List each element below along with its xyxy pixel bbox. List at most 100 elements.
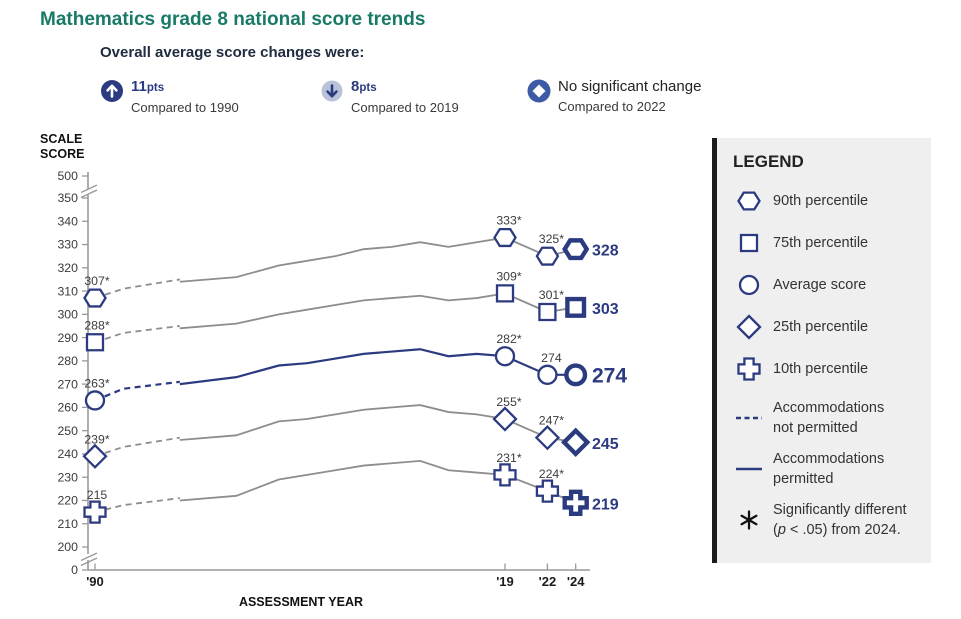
point-label: 333* [496, 214, 522, 228]
score-change-indicator: No significant change Compared to 2022 [527, 78, 701, 114]
legend-item-label: Significantly different (p < .05) from 20… [773, 502, 907, 538]
dashed-line-icon [736, 416, 762, 420]
y-tick-label: 340 [57, 214, 78, 228]
square-marker-icon [739, 233, 759, 253]
marker-diamond [82, 443, 108, 469]
diamond-marker-icon [736, 314, 762, 340]
series-solid-line [179, 292, 576, 330]
x-tick-label: '24 [567, 574, 585, 589]
legend-item-label: 10th percentile [773, 361, 869, 377]
legend-item-icon [731, 314, 767, 340]
up-arrow-circle-icon [101, 80, 123, 102]
down-arrow-circle-icon [321, 80, 343, 102]
marker-hexagon [83, 288, 107, 308]
series-solid-line [179, 348, 576, 386]
marker-hexagon [535, 246, 560, 266]
legend-item-label: 75th percentile [773, 235, 869, 251]
score-changes-heading: Overall average score changes were: [100, 44, 365, 61]
marker-circle [564, 363, 588, 387]
y-tick-label: 230 [57, 470, 78, 484]
axis-break-mark [80, 184, 98, 194]
point-label: 288* [84, 318, 110, 332]
indicator-caption: Compared to 2022 [558, 99, 666, 114]
square-marker-icon [739, 233, 759, 253]
x-tick-label: '22 [539, 574, 557, 589]
y-tick-label: 200 [57, 540, 78, 554]
legend-item: 75th percentile [731, 230, 921, 256]
marker-diamond [534, 425, 561, 451]
y-tick-label: 0 [71, 563, 78, 577]
marker-circle [84, 390, 106, 411]
solid-line-icon [736, 467, 762, 471]
y-tick-label: 220 [57, 494, 78, 508]
series-end-label: 303 [592, 301, 619, 318]
hexagon-marker-icon [737, 191, 761, 211]
series-dashed-line [94, 436, 180, 458]
legend-item: 25th percentile [731, 314, 921, 340]
legend-item-label: Accommodations not permitted [773, 400, 885, 436]
y-tick-label: 320 [57, 261, 78, 275]
y-tick-label: 330 [57, 238, 78, 252]
legend-item: Significantly different (p < .05) from 20… [731, 500, 921, 540]
legend-item-label: 25th percentile [773, 319, 869, 335]
marker-circle [537, 364, 558, 385]
plus-marker-icon [737, 357, 761, 381]
marker-square [85, 333, 105, 352]
score-change-indicator: 8pts Compared to 2019 [320, 78, 459, 115]
indicator-caption: Compared to 1990 [131, 100, 239, 115]
axis-break-mark [80, 552, 98, 562]
legend-item-icon [731, 405, 767, 431]
point-label: 309* [496, 269, 522, 283]
x-tick-label: '19 [496, 574, 514, 589]
series-dashed-line [94, 380, 180, 402]
marker-hexagon [493, 228, 517, 248]
indicator-value: 11pts [131, 78, 165, 95]
indicator-label: No significant change [558, 78, 702, 95]
point-label: 325* [539, 232, 565, 246]
indicator-text: 8pts Compared to 2019 [351, 78, 459, 115]
marker-plus [493, 463, 517, 487]
legend-item: Average score [731, 272, 921, 298]
series-end-label: 328 [592, 243, 619, 260]
marker-square [565, 296, 587, 318]
y-tick-label: 240 [57, 447, 78, 461]
legend-item-label: 90th percentile [773, 193, 869, 209]
point-label: 282* [496, 332, 522, 346]
point-label: 307* [84, 274, 110, 288]
legend-item-icon [731, 507, 767, 533]
legend-item: 90th percentile [731, 188, 921, 214]
y-tick-label: 250 [57, 424, 78, 438]
y-tick-label: 280 [57, 354, 78, 368]
y-tick-label: 350 [57, 191, 78, 205]
legend-item: Accommodations permitted [731, 449, 921, 489]
diamond-marker-icon [736, 314, 762, 340]
x-axis-title: ASSESSMENT YEAR [239, 595, 363, 609]
legend-item: Accommodations not permitted [731, 398, 921, 438]
legend-items: 90th percentile 75th percentile Average sc… [731, 188, 921, 540]
marker-square [495, 284, 515, 303]
marker-plus [562, 489, 589, 516]
series-dashed-line [94, 497, 180, 513]
point-label: 247* [539, 414, 565, 428]
legend-item-icon [731, 456, 767, 482]
series-solid-line [179, 404, 576, 444]
point-label: 263* [84, 376, 110, 390]
axis-break-mark [80, 557, 98, 567]
page-title: Mathematics grade 8 national score trend… [40, 9, 426, 30]
no-change-diamond-icon [527, 79, 551, 103]
series-end-label: 219 [592, 496, 619, 513]
marker-circle [494, 346, 516, 367]
y-tick-label: 310 [57, 284, 78, 298]
series-end-label: 274 [592, 364, 627, 387]
legend-item: 10th percentile [731, 356, 921, 382]
legend-panel: LEGEND 90th percentile 75th percentile Ave… [712, 138, 931, 563]
point-label: 224* [539, 467, 565, 481]
indicator-caption: Compared to 2019 [351, 100, 459, 115]
y-tick-label: 290 [57, 331, 78, 345]
legend-item-label: Average score [773, 277, 867, 293]
point-label: 301* [539, 288, 565, 302]
marker-hexagon [562, 238, 590, 261]
y-axis-title: SCORE [40, 147, 84, 161]
marker-square [538, 302, 557, 322]
